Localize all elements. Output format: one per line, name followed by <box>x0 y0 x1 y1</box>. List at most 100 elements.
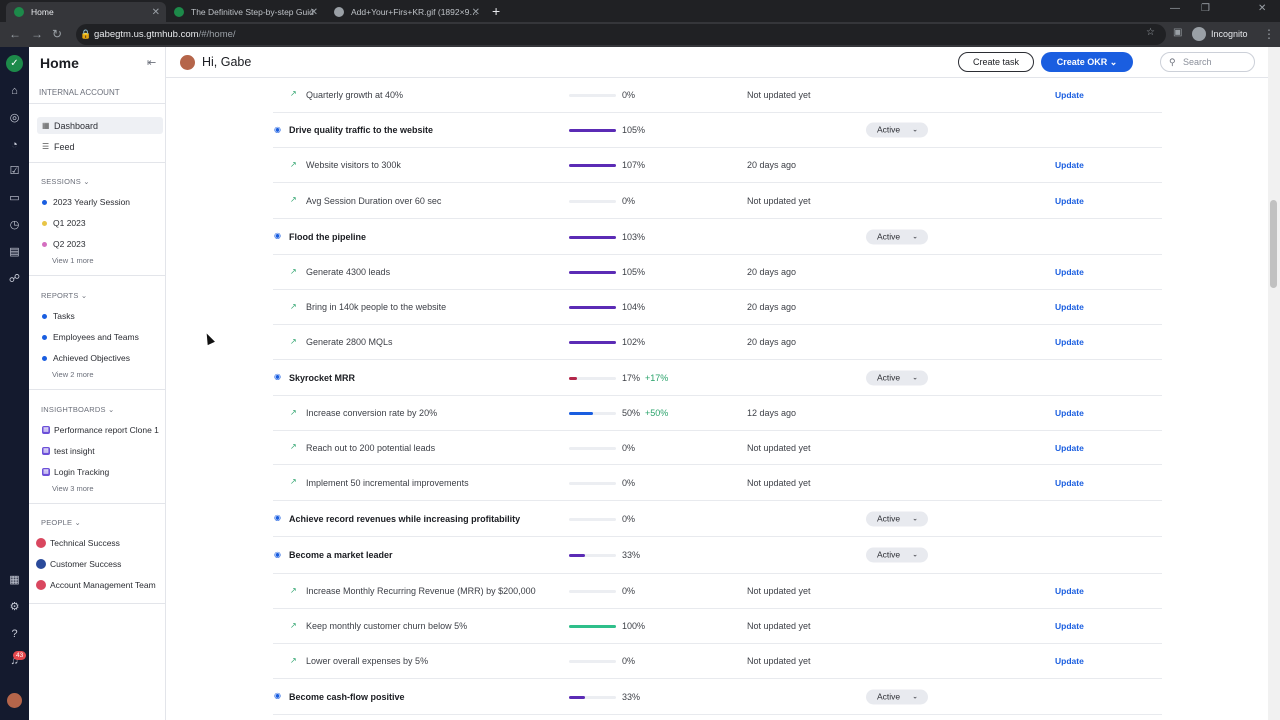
home-icon[interactable]: ⌂ <box>11 85 18 97</box>
window-close-icon[interactable]: ✕ <box>1258 3 1267 14</box>
status-dropdown[interactable]: Active ⌄ <box>866 370 928 385</box>
objective-row[interactable]: ◉ Drive quality traffic to the website 105… <box>273 113 1162 148</box>
side-panel-icon[interactable]: ▣ <box>1173 27 1183 38</box>
sidebar-item-dashboard[interactable]: ▦ Dashboard <box>37 117 163 134</box>
okr-name[interactable]: Bring in 140k people to the website <box>306 302 447 312</box>
okr-name[interactable]: Become a market leader <box>289 550 393 560</box>
okr-name[interactable]: Website visitors to 300k <box>306 160 401 170</box>
key-result-row[interactable]: ↗ Implement 50 incremental improvements 0%… <box>273 465 1162 501</box>
minimize-icon[interactable]: — <box>1170 3 1180 14</box>
okr-name[interactable]: Generate 2800 MQLs <box>306 337 393 347</box>
incognito-indicator[interactable]: Incognito <box>1192 27 1248 41</box>
okr-name[interactable]: Implement 50 incremental improvements <box>306 477 469 488</box>
sidebar-item-session[interactable]: Q2 2023 <box>42 239 86 249</box>
key-result-row[interactable]: ↗ Increase conversion rate by 20% 50% +50% 1… <box>273 396 1162 431</box>
bell-icon[interactable]: ♫ <box>10 655 19 667</box>
update-button[interactable]: Update <box>1055 408 1084 418</box>
objective-row[interactable]: ◉ Become a market leader 33% Active ⌄ <box>273 537 1162 574</box>
status-dropdown[interactable]: Active ⌄ <box>866 547 928 563</box>
apps-grid-icon[interactable]: ▦ <box>9 574 20 586</box>
scrollbar[interactable] <box>1268 47 1280 720</box>
browser-menu-icon[interactable]: ⋮ <box>1263 27 1275 41</box>
status-dropdown[interactable]: Active ⌄ <box>866 689 928 704</box>
browser-tab[interactable]: Home ✕ <box>6 2 166 22</box>
key-result-row[interactable]: ↗ Lower overall expenses by 5% 0% Not updat… <box>273 644 1162 679</box>
okr-name[interactable]: Quarterly growth at 40% <box>306 89 404 100</box>
sidebar-item-insightboard[interactable]: ▦ test insight <box>42 446 95 456</box>
sidebar-item-session[interactable]: Q1 2023 <box>42 218 86 228</box>
key-result-row[interactable]: ↗ Bring in 140k people to the website 104%… <box>273 290 1162 325</box>
sidebar-item-report[interactable]: Achieved Objectives <box>42 353 130 363</box>
key-result-row[interactable]: ↗ Increase Monthly Recurring Revenue (MRR… <box>273 574 1162 609</box>
tasks-checkbox-icon[interactable]: ☑ <box>9 165 20 177</box>
update-button[interactable]: Update <box>1055 160 1084 170</box>
key-result-row[interactable]: ↗ Quarterly growth at 40% 0% Not updated ye… <box>273 79 1162 113</box>
key-result-row[interactable]: ↗ Generate 2800 MQLs 102% 20 days ago Update <box>273 325 1162 360</box>
new-tab-icon[interactable]: + <box>492 3 501 19</box>
reload-icon[interactable]: ↻ <box>52 27 63 41</box>
view-more-link[interactable]: View 1 more <box>52 256 94 265</box>
monitor-icon[interactable]: ▭ <box>9 192 20 204</box>
okr-name[interactable]: Increase conversion rate by 20% <box>306 408 438 418</box>
document-icon[interactable]: ▤ <box>9 246 20 258</box>
update-button[interactable]: Update <box>1055 195 1084 206</box>
okr-name[interactable]: Flood the pipeline <box>289 231 366 242</box>
scrollbar-thumb[interactable] <box>1270 200 1277 288</box>
status-dropdown[interactable]: Active ⌄ <box>866 229 928 244</box>
update-button[interactable]: Update <box>1055 477 1084 488</box>
okr-name[interactable]: Lower overall expenses by 5% <box>306 656 429 666</box>
sidebar-item-insightboard[interactable]: ▦ Performance report Clone 1 <box>42 425 159 435</box>
update-button[interactable]: Update <box>1055 302 1084 312</box>
status-dropdown[interactable]: Active ⌄ <box>866 122 928 138</box>
forward-icon[interactable]: → <box>31 27 43 41</box>
key-result-row[interactable]: ↗ Avg Session Duration over 60 sec 0% Not u… <box>273 183 1162 219</box>
browser-tab[interactable]: The Definitive Step-by-step Guid ✕ <box>166 2 324 22</box>
update-button[interactable]: Update <box>1055 89 1084 100</box>
gtmhub-logo-icon[interactable]: ✓ <box>6 55 23 72</box>
update-button[interactable]: Update <box>1055 586 1084 596</box>
people-icon[interactable]: ☍ <box>8 273 21 285</box>
search-input[interactable]: ⚲ Search <box>1160 52 1255 72</box>
target-icon[interactable]: ◎ <box>9 112 20 124</box>
okr-name[interactable]: Generate 4300 leads <box>306 267 391 277</box>
okr-name[interactable]: Drive quality traffic to the website <box>289 125 434 135</box>
speedometer-icon[interactable]: ◔ <box>11 139 18 151</box>
status-dropdown[interactable]: Active ⌄ <box>866 511 928 526</box>
back-icon[interactable]: ← <box>9 27 21 41</box>
key-result-row[interactable]: ↗ Website visitors to 300k 107% 20 days ago… <box>273 148 1162 183</box>
okr-name[interactable]: Increase Monthly Recurring Revenue (MRR)… <box>306 586 536 596</box>
settings-gear-icon[interactable]: ⚙ <box>9 601 20 613</box>
update-button[interactable]: Update <box>1055 442 1084 453</box>
create-task-button[interactable]: Create task <box>958 52 1034 72</box>
restore-icon[interactable]: ❐ <box>1201 3 1210 14</box>
sidebar-item-feed[interactable]: ☰ Feed <box>37 138 163 155</box>
close-icon[interactable]: ✕ <box>309 6 318 18</box>
user-avatar[interactable] <box>180 55 195 70</box>
okr-name[interactable]: Skyrocket MRR <box>289 372 356 383</box>
key-result-row[interactable]: ↗ Reach out to 200 potential leads 0% Not u… <box>273 431 1162 465</box>
close-icon[interactable]: ✕ <box>471 6 480 18</box>
update-button[interactable]: Update <box>1055 621 1084 631</box>
bookmark-star-icon[interactable]: ☆ <box>1146 27 1155 38</box>
okr-name[interactable]: Reach out to 200 potential leads <box>306 442 436 453</box>
people-heading[interactable]: PEOPLE ⌄ <box>41 518 81 527</box>
okr-name[interactable]: Keep monthly customer churn below 5% <box>306 621 468 631</box>
sidebar-item-report[interactable]: Tasks <box>42 311 75 321</box>
sessions-heading[interactable]: SESSIONS ⌄ <box>41 177 90 186</box>
insightboards-heading[interactable]: INSIGHTBOARDS ⌄ <box>41 405 114 414</box>
sidebar-item-session[interactable]: 2023 Yearly Session <box>42 197 130 207</box>
objective-row[interactable]: ◉ Become cash-flow positive 33% Active ⌄ <box>273 679 1162 715</box>
update-button[interactable]: Update <box>1055 267 1084 277</box>
sidebar-item-team[interactable]: Technical Success <box>36 538 120 548</box>
objective-row[interactable]: ◉ Achieve record revenues while increasin… <box>273 501 1162 537</box>
okr-name[interactable]: Avg Session Duration over 60 sec <box>306 195 442 206</box>
sidebar-item-team[interactable]: Account Management Team <box>36 580 156 590</box>
key-result-row[interactable]: ↗ Keep monthly customer churn below 5% 100… <box>273 609 1162 644</box>
collapse-sidebar-icon[interactable]: ⇤ <box>147 57 157 69</box>
key-result-row[interactable]: ↗ Generate 4300 leads 105% 20 days ago Updat… <box>273 255 1162 290</box>
user-avatar[interactable] <box>7 693 22 708</box>
okr-name[interactable]: Achieve record revenues while increasing… <box>289 513 521 524</box>
update-button[interactable]: Update <box>1055 337 1084 347</box>
clock-icon[interactable]: ◷ <box>9 219 20 231</box>
objective-row[interactable]: ◉ Flood the pipeline 103% Active ⌄ <box>273 219 1162 255</box>
